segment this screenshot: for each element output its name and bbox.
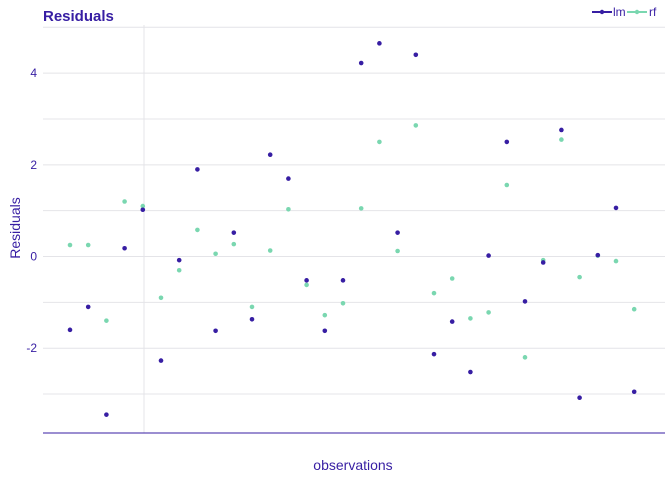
- point-lm: [67, 327, 73, 333]
- point-rf: [249, 304, 255, 310]
- point-lm: [540, 260, 546, 265]
- point-rf: [486, 310, 491, 315]
- point-rf: [631, 306, 637, 312]
- y-axis-ticks: -2 0 2 4: [26, 66, 37, 355]
- y-tick-label: 0: [30, 250, 37, 264]
- point-lm: [104, 412, 109, 417]
- point-lm: [195, 167, 200, 172]
- legend-label-lm: lm: [613, 5, 626, 19]
- legend-point-rf: [634, 9, 640, 15]
- gridlines: [43, 25, 665, 433]
- point-rf: [522, 355, 528, 360]
- point-lm: [613, 205, 619, 211]
- point-rf: [67, 242, 73, 248]
- point-rf: [176, 267, 182, 273]
- point-lm: [522, 299, 528, 304]
- point-rf: [104, 318, 109, 323]
- data-points: [67, 41, 637, 417]
- point-lm: [85, 304, 91, 310]
- point-lm: [577, 395, 582, 401]
- point-rf: [195, 227, 200, 233]
- point-lm: [176, 257, 182, 263]
- point-rf: [468, 316, 473, 321]
- point-lm: [431, 351, 437, 357]
- point-rf: [504, 182, 510, 188]
- point-rf: [431, 290, 437, 296]
- point-rf: [577, 274, 582, 280]
- point-rf: [267, 248, 273, 253]
- point-lm: [267, 152, 273, 158]
- point-lm: [377, 41, 382, 46]
- point-lm: [158, 358, 164, 363]
- legend-point-lm: [599, 9, 605, 15]
- y-tick-label: -2: [26, 341, 37, 355]
- legend-label-rf: rf: [649, 5, 657, 19]
- point-rf: [377, 139, 382, 145]
- x-axis-title: observations: [313, 457, 392, 473]
- point-rf: [122, 199, 127, 204]
- point-lm: [395, 230, 400, 235]
- point-rf: [413, 123, 419, 128]
- point-rf: [158, 295, 164, 301]
- point-lm: [358, 60, 364, 66]
- point-rf: [304, 282, 309, 288]
- point-rf: [140, 203, 146, 209]
- y-axis-title: Residuals: [7, 197, 23, 258]
- point-rf: [340, 300, 346, 306]
- y-tick-label: 2: [30, 158, 37, 172]
- legend: lm rf: [592, 5, 657, 19]
- point-lm: [304, 278, 309, 283]
- point-lm: [213, 328, 218, 334]
- point-lm: [231, 230, 237, 235]
- point-lm: [486, 253, 491, 258]
- point-rf: [85, 242, 91, 248]
- point-lm: [559, 127, 564, 133]
- point-rf: [559, 137, 564, 142]
- point-rf: [395, 248, 400, 254]
- point-lm: [340, 278, 346, 283]
- point-lm: [122, 245, 127, 251]
- chart-title: Residuals: [43, 8, 114, 25]
- point-rf: [231, 241, 237, 247]
- point-rf: [358, 206, 364, 211]
- point-lm: [468, 369, 473, 375]
- point-lm: [413, 52, 419, 58]
- point-rf: [613, 258, 619, 264]
- point-rf: [322, 312, 328, 318]
- point-lm: [322, 328, 328, 334]
- point-lm: [249, 317, 255, 322]
- point-lm: [140, 207, 146, 213]
- y-tick-label: 4: [30, 66, 37, 80]
- point-rf: [213, 251, 218, 257]
- point-lm: [595, 252, 601, 258]
- point-rf: [449, 276, 455, 281]
- point-lm: [504, 139, 510, 145]
- point-lm: [631, 389, 637, 395]
- point-lm: [449, 319, 455, 324]
- point-rf: [286, 206, 291, 212]
- point-lm: [286, 176, 291, 181]
